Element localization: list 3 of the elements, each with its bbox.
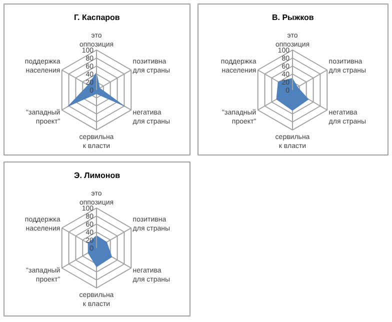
chart-title: Г. Каспаров	[74, 13, 120, 22]
chart-title: В. Рыжков	[272, 13, 314, 22]
chart-title: Э. Лимонов	[74, 171, 120, 180]
